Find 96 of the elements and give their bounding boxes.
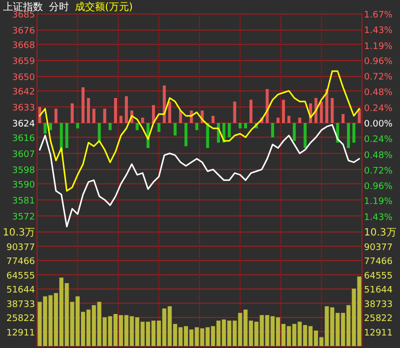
bar <box>70 103 74 123</box>
y-tick-label: 25822 <box>6 314 35 324</box>
bar <box>136 123 139 130</box>
bar <box>228 123 231 138</box>
y-tick-label: 3676 <box>12 26 36 37</box>
y-tick-label: 3598 <box>12 166 36 176</box>
y-tick-label: 38733 <box>6 300 35 310</box>
y2-tick-label: 0.48% <box>364 88 394 98</box>
bar <box>114 98 118 123</box>
bar <box>358 108 361 123</box>
y2-tick-label: 90377 <box>364 242 393 253</box>
line-series <box>38 124 360 228</box>
y-tick-label: 3668 <box>12 40 36 51</box>
y-tick-label: 3659 <box>12 56 36 67</box>
y-tick-label: 3607 <box>12 150 35 160</box>
bar <box>65 123 68 148</box>
bar <box>238 123 242 128</box>
bar <box>346 123 350 148</box>
y-tick-label: 3650 <box>12 73 36 84</box>
y-tick-label: 3590 <box>12 180 36 190</box>
bar <box>108 123 112 130</box>
bar <box>330 98 334 123</box>
bar <box>298 118 302 123</box>
y-tick-label: 12911 <box>6 328 35 338</box>
y2-tick-label: 64555 <box>364 271 393 282</box>
bar <box>54 108 58 123</box>
bar <box>195 123 198 130</box>
bar <box>179 110 182 123</box>
bar <box>282 100 285 123</box>
bar <box>174 123 177 136</box>
y2-tick-label: 25822 <box>364 314 393 324</box>
bar <box>271 123 274 138</box>
bar <box>98 123 101 143</box>
y-tick-label: 64555 <box>6 271 35 282</box>
y2-tick-label: 0.00% <box>364 120 394 130</box>
bar <box>244 123 248 128</box>
y-tick-label: 51644 <box>6 286 36 296</box>
bar <box>233 102 236 123</box>
bar <box>38 106 42 123</box>
bar <box>249 100 252 123</box>
bar <box>184 123 188 146</box>
bar <box>103 108 106 123</box>
bar <box>157 123 160 132</box>
y2-tick-label: 0.24% <box>364 104 394 114</box>
bar <box>44 123 47 134</box>
y2-tick-label: 1.43% <box>364 212 394 223</box>
bar <box>304 123 307 148</box>
bar <box>92 108 96 123</box>
y-tick-label: 77466 <box>6 257 36 267</box>
y2-tick-label: 1.67% <box>364 10 394 20</box>
bar <box>86 98 90 123</box>
y2-tick-label: 0.72% <box>364 72 394 83</box>
bar <box>352 123 356 143</box>
y2-tick-label: 51644 <box>364 286 393 296</box>
y2-tick-label: 77466 <box>364 257 393 267</box>
y-tick-label: 90377 <box>6 242 35 253</box>
bar <box>49 123 52 130</box>
bar <box>276 118 280 123</box>
text: 10.3万 <box>364 228 396 238</box>
bar <box>141 118 144 123</box>
y2-tick-label: 1.19% <box>364 42 394 52</box>
y2-tick-label: 38733 <box>364 300 393 310</box>
bar <box>287 116 290 123</box>
bar <box>206 123 210 148</box>
y-tick-label: 3685 <box>12 10 35 20</box>
y2-tick-label: 12911 <box>364 328 393 338</box>
y2-tick-label: 1.43% <box>364 26 394 36</box>
y-tick-label: 3581 <box>12 196 35 206</box>
bar <box>342 114 345 123</box>
bar <box>325 89 328 123</box>
chart-subtitle: 分时 <box>49 1 69 13</box>
bar <box>162 85 166 123</box>
y-tick-label: 3572 <box>12 212 35 222</box>
bar <box>320 102 323 123</box>
bar <box>292 123 296 141</box>
bar <box>266 89 269 123</box>
line-series <box>38 70 360 192</box>
y-tick-label: 3624 <box>12 120 36 130</box>
y-tick-label: 3642 <box>12 87 35 98</box>
y2-tick-label: 0.24% <box>364 135 394 146</box>
bar <box>82 87 85 123</box>
bar <box>152 105 155 123</box>
bar <box>168 102 172 123</box>
y2-tick-label: 1.19% <box>364 197 394 208</box>
bar <box>76 123 80 128</box>
bar <box>119 116 122 123</box>
y-tick-label: 3616 <box>12 134 36 144</box>
text: 成交额(万元) <box>75 1 133 13</box>
y-tick-label: 3633 <box>12 103 35 114</box>
bar <box>124 96 128 123</box>
y2-tick-label: 0.48% <box>364 150 394 161</box>
bar <box>212 116 215 123</box>
text: 10.3万 <box>2 228 35 238</box>
y2-tick-label: 0.72% <box>364 166 394 176</box>
y2-tick-label: 0.96% <box>364 182 394 192</box>
y2-tick-label: 0.96% <box>364 56 394 67</box>
